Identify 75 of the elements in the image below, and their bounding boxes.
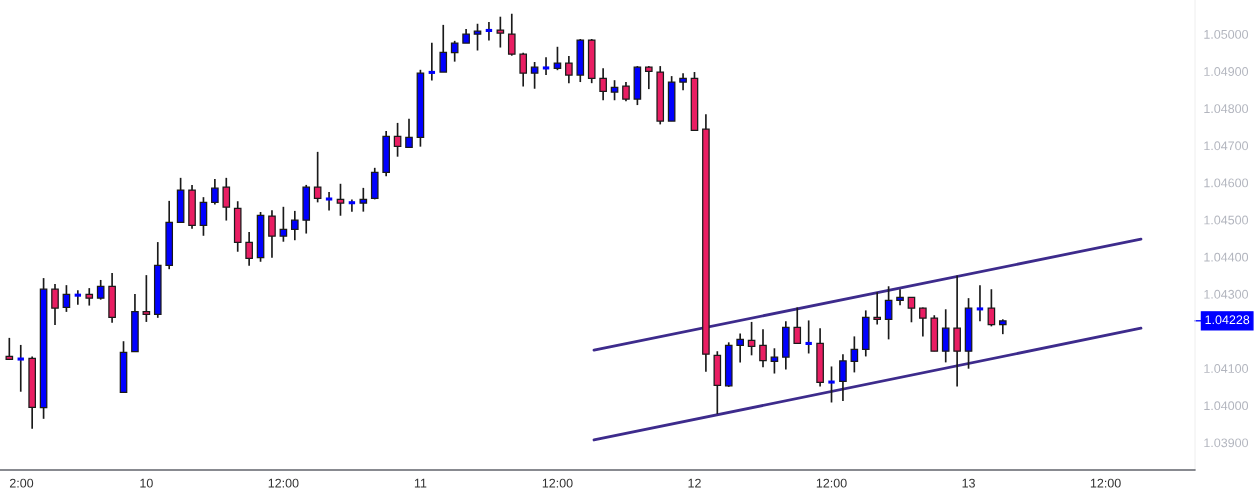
x-tick-label: 2:00 xyxy=(9,478,34,488)
y-tick-label: 1.04300 xyxy=(1204,289,1249,299)
candlestick xyxy=(496,15,505,49)
candlestick xyxy=(222,177,231,222)
candlestick xyxy=(530,61,539,90)
candlestick xyxy=(428,41,437,82)
candlestick xyxy=(873,291,882,326)
candlestick xyxy=(324,191,333,212)
x-tick-label: 12:00 xyxy=(816,478,847,488)
candlestick xyxy=(17,344,24,393)
candlestick xyxy=(96,279,105,301)
x-tick-label: 12:00 xyxy=(542,478,573,488)
y-tick-label: 1.04600 xyxy=(1204,178,1249,188)
candlestick xyxy=(348,198,357,213)
candlestick xyxy=(519,51,528,88)
y-tick-label: 1.04700 xyxy=(1204,141,1249,151)
candlestick xyxy=(393,122,402,158)
candlestick xyxy=(975,284,985,323)
x-tick-label: 10 xyxy=(140,478,153,488)
x-tick-label: 13 xyxy=(962,478,975,488)
candlestick xyxy=(199,196,208,237)
y-tick-label: 1.04400 xyxy=(1204,252,1249,262)
candlestick xyxy=(485,21,494,42)
candlestick xyxy=(839,353,847,402)
candlestick xyxy=(850,335,859,374)
candlestick xyxy=(450,40,459,63)
candlestick xyxy=(599,67,607,102)
candlestick xyxy=(644,65,653,90)
y-tick-label: 1.04800 xyxy=(1204,104,1249,114)
y-tick-label: 1.04500 xyxy=(1204,215,1249,225)
x-tick-label: 12:00 xyxy=(1090,478,1121,488)
candlestick xyxy=(770,347,779,375)
candlestick xyxy=(541,56,551,76)
candlestick xyxy=(245,231,253,267)
candlestick xyxy=(313,151,322,204)
candlestick xyxy=(884,285,893,341)
candlestick xyxy=(5,337,14,361)
text: 1.04228 xyxy=(1205,315,1250,325)
candlestick xyxy=(290,210,299,242)
y-tick-label: 1.03900 xyxy=(1204,438,1249,448)
candlestick xyxy=(439,24,448,73)
y-tick-label: 1.05000 xyxy=(1204,29,1249,39)
candlestick xyxy=(941,308,950,364)
y-tick-label: 1.04900 xyxy=(1204,67,1249,76)
candlestick xyxy=(805,319,812,355)
candlestick xyxy=(747,321,756,357)
candlestick xyxy=(919,306,927,338)
candlestick xyxy=(507,12,516,57)
x-tick-label: 11 xyxy=(414,478,427,488)
candlestick xyxy=(405,117,413,149)
candlestick xyxy=(565,55,573,85)
candlestick xyxy=(279,205,288,243)
candlestick xyxy=(74,289,83,306)
y-tick-label: 1.04100 xyxy=(1204,364,1249,373)
candlestick xyxy=(62,284,71,313)
candlestick xyxy=(828,365,835,404)
candlestick xyxy=(268,209,276,259)
candlestick xyxy=(51,283,59,326)
candlestick xyxy=(553,45,562,72)
candlestick xyxy=(359,187,368,213)
candlestick xyxy=(907,296,916,324)
candlestick xyxy=(473,22,482,52)
candlestick xyxy=(336,182,345,217)
candlestick xyxy=(736,332,744,364)
candlestick xyxy=(85,287,94,307)
candlestick xyxy=(211,178,219,206)
candlestick xyxy=(759,328,767,369)
y-tick-label: 1.04000 xyxy=(1204,401,1249,411)
candlestick xyxy=(610,79,619,102)
candlestick xyxy=(953,274,961,388)
x-tick-label: 12 xyxy=(688,478,701,488)
x-tick-label: 12:00 xyxy=(268,478,299,488)
candlestick xyxy=(793,306,802,345)
candlestick xyxy=(142,274,151,323)
candlestick xyxy=(622,81,630,103)
